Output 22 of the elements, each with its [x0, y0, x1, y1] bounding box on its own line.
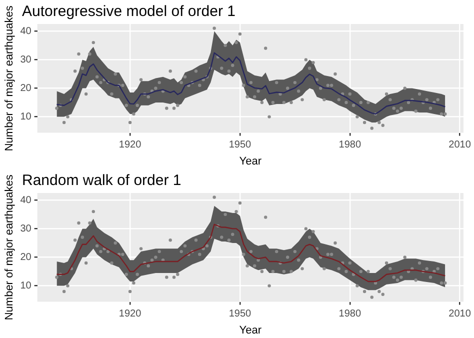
y-tick-label: 20 [20, 83, 32, 94]
x-tick-label: 1950 [228, 140, 252, 151]
x-tick-label: 1980 [338, 308, 362, 320]
x-tick-label: 1920 [118, 140, 142, 151]
chart-title: Autoregressive model of order 1 [22, 3, 236, 20]
y-tick-label: 30 [20, 54, 32, 66]
y-tick-label: 20 [20, 252, 32, 263]
x-tick-label: 1980 [338, 140, 362, 151]
x-tick-label: 2010 [448, 308, 472, 320]
x-tick-label: 2010 [448, 140, 472, 151]
y-axis-title: Number of major earthquakes [4, 5, 16, 152]
y-tick-label: 10 [20, 112, 32, 123]
y-tick-label: 30 [20, 223, 32, 234]
x-axis-title: Year [239, 155, 262, 168]
y-tick-label: 40 [20, 194, 32, 206]
y-tick-label: 40 [20, 26, 32, 37]
y-tick-label: 10 [20, 280, 32, 292]
x-axis-title: Year [239, 324, 262, 336]
x-tick-label: 1950 [228, 308, 252, 320]
x-tick-label: 1920 [118, 308, 142, 320]
chart-title: Random walk of order 1 [22, 172, 182, 189]
y-axis-title: Number of major earthquakes [4, 174, 16, 320]
